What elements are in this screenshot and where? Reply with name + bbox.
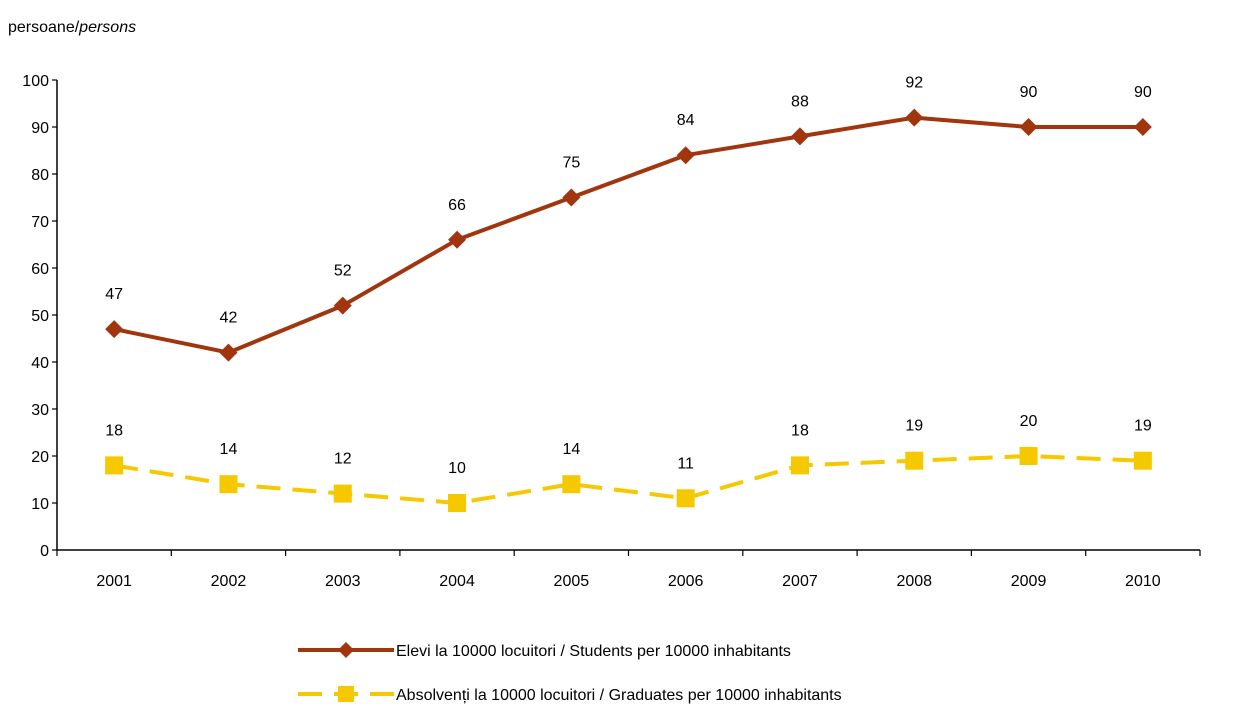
data-point-marker: [448, 230, 467, 249]
x-tick-label: 2005: [554, 573, 590, 590]
data-point-marker: [105, 456, 124, 475]
y-tick-label: 10: [31, 496, 49, 513]
series-line: [113, 454, 1143, 505]
legend: Elevi la 10000 locuitori / Students per …: [298, 642, 842, 704]
y-tick-label: 60: [31, 261, 49, 278]
data-point-marker: [1133, 451, 1152, 470]
x-tick-label: 2001: [96, 573, 132, 590]
data-point-marker: [1019, 118, 1038, 136]
y-tick-label: 40: [31, 355, 49, 372]
unit-label-ro: persoane/: [8, 19, 80, 36]
y-tick-label: 70: [31, 214, 49, 231]
data-label: 92: [905, 75, 923, 92]
series-2: 18 14 12 10 14 11 18 19 20 19: [105, 413, 1152, 512]
legend-item-2: Absolvenți la 10000 locuitori / Graduate…: [298, 686, 842, 704]
x-tick-label: 2008: [896, 573, 932, 590]
data-label: 75: [562, 155, 580, 172]
data-label: 20: [1020, 413, 1038, 430]
legend-label: Elevi la 10000 locuitori / Students per …: [396, 643, 791, 660]
y-tick-label: 80: [31, 167, 49, 184]
data-point-marker: [1133, 118, 1152, 136]
data-point-marker: [448, 494, 467, 512]
data-point-marker: [905, 451, 924, 470]
data-label: 18: [791, 422, 809, 439]
data-label: 14: [562, 441, 580, 458]
x-tick-label: 2004: [439, 573, 475, 590]
data-label: 14: [220, 441, 238, 458]
data-label: 90: [1020, 84, 1038, 101]
series-layer: 47 42 52 66 75 84 88 92 90 90 18 14 12 10 14 11 18 19 20 19: [105, 75, 1152, 512]
data-point-marker: [219, 343, 238, 362]
data-point-marker: [333, 296, 352, 315]
data-label: 18: [105, 422, 123, 439]
data-label: 47: [105, 286, 123, 303]
data-label: 12: [334, 451, 352, 468]
data-point-marker: [333, 484, 352, 503]
data-point-marker: [562, 188, 581, 207]
axes: 0 10 20 30 40 50 60 70 80 90 100 2001 2002 2003 2004 20…: [22, 73, 1201, 590]
data-point-marker: [105, 320, 124, 339]
legend-label: Absolvenți la 10000 locuitori / Graduate…: [396, 687, 842, 704]
data-point-marker: [676, 489, 695, 508]
data-label: 10: [448, 460, 466, 477]
data-point-marker: [219, 475, 238, 494]
x-tick-label: 2010: [1125, 573, 1161, 590]
series-1: 47 42 52 66 75 84 88 92 90 90: [105, 75, 1152, 362]
y-tick-label: 50: [31, 308, 49, 325]
data-point-marker: [676, 146, 695, 165]
x-tick-label: 2009: [1011, 573, 1047, 590]
data-label: 19: [1134, 418, 1152, 435]
x-tick-label: 2006: [668, 573, 704, 590]
unit-label: persoane/persons: [8, 19, 136, 36]
legend-marker: [338, 686, 354, 702]
data-point-marker: [790, 456, 809, 475]
y-tick-label: 100: [22, 73, 49, 90]
data-point-marker: [905, 108, 924, 127]
data-label: 42: [220, 310, 238, 327]
x-tick-label: 2007: [782, 573, 818, 590]
legend-marker: [338, 642, 354, 658]
y-tick-label: 0: [40, 543, 49, 560]
data-label: 52: [334, 263, 352, 280]
data-point-marker: [790, 127, 809, 146]
legend-item-1: Elevi la 10000 locuitori / Students per …: [298, 642, 791, 660]
data-label: 19: [905, 418, 923, 435]
data-point-marker: [562, 475, 581, 494]
y-tick-label: 30: [31, 402, 49, 419]
data-label: 11: [677, 455, 694, 472]
y-tick-label: 20: [31, 449, 49, 466]
x-tick-label: 2002: [211, 573, 247, 590]
x-tick-label: 2003: [325, 573, 361, 590]
y-tick-label: 90: [31, 120, 49, 137]
data-label: 84: [677, 112, 695, 129]
data-point-marker: [1019, 447, 1038, 465]
data-label: 90: [1134, 84, 1152, 101]
data-label: 88: [791, 93, 809, 110]
unit-label-en: persons: [78, 19, 136, 36]
data-label: 66: [448, 197, 466, 214]
series-line: [113, 115, 1143, 355]
